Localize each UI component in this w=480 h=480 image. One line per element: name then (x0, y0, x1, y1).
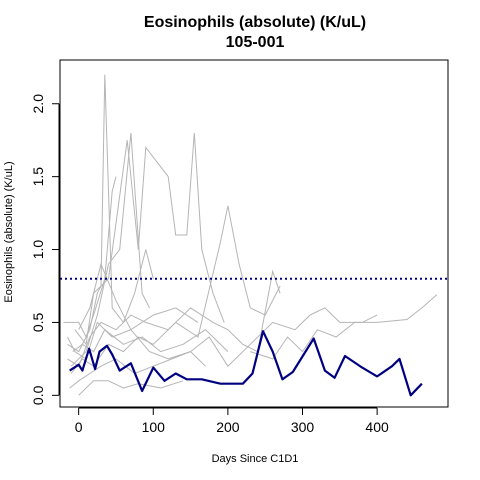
y-axis-label: Eosinophils (absolute) (K/uL) (3, 161, 15, 302)
background-series-line-8 (69, 307, 378, 389)
background-series-line-1 (63, 176, 117, 339)
y-tick-label: 1.5 (30, 167, 46, 187)
x-tick-label: 300 (291, 419, 315, 435)
background-series-line-9 (72, 328, 229, 353)
highlight-series-line (69, 330, 423, 397)
background-series-line-10 (78, 262, 199, 331)
chart-title: Eosinophils (absolute) (K/uL) (144, 14, 366, 31)
y-tick-label: 0.5 (30, 312, 46, 332)
background-series-line-12 (78, 380, 184, 396)
highlight-series-group (69, 330, 423, 397)
background-series-line-11 (250, 294, 438, 360)
background-series-line-4 (74, 132, 225, 346)
y-tick-label: 1.0 (30, 240, 46, 260)
y-tick-label: 2.0 (30, 94, 46, 114)
y-axis: 0.0 0.5 1.0 1.5 2.0 (30, 94, 60, 405)
background-series-line-3 (70, 132, 150, 367)
background-series-group (63, 74, 438, 396)
x-axis-label: Days Since C1D1 (212, 453, 299, 465)
x-tick-label: 100 (142, 419, 166, 435)
y-tick-label: 0.0 (30, 385, 46, 405)
x-axis: 0 100 200 300 400 (75, 407, 389, 435)
background-series-line-2 (67, 74, 154, 353)
x-tick-label: 200 (216, 419, 240, 435)
chart-subtitle: 105-001 (226, 34, 285, 51)
plot-frame (59, 59, 449, 408)
x-tick-label: 400 (365, 419, 389, 435)
background-series-line-7 (67, 321, 206, 367)
x-tick-label: 0 (75, 419, 83, 435)
